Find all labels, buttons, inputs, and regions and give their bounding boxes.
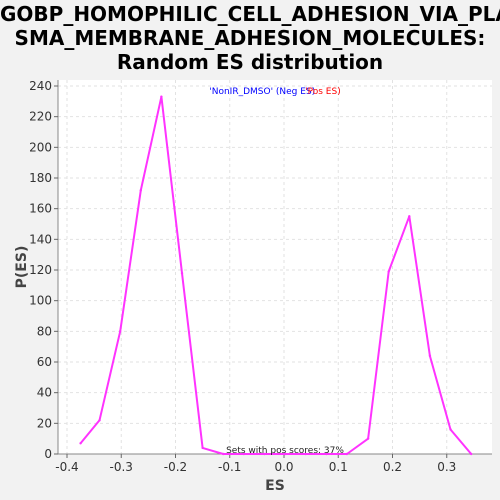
- legend-neg-label: 'NonIR_DMSO' (Neg ES): [209, 87, 315, 97]
- y-tick-label: 160: [29, 202, 52, 216]
- x-tick-label: -0.4: [55, 460, 78, 474]
- data-point: [139, 189, 142, 192]
- data-point: [263, 452, 266, 456]
- y-tick-label: 100: [29, 294, 52, 308]
- chart-title: GOBP_HOMOPHILIC_CELL_ADHESION_VIA_PLA SM…: [0, 2, 500, 74]
- chart-title-line-3: Random ES distribution: [116, 50, 384, 74]
- x-axis-label: ES: [265, 478, 285, 494]
- data-point: [325, 452, 328, 456]
- series-group: [79, 95, 473, 456]
- y-tick-label: 240: [29, 79, 52, 93]
- x-tick-label: 0.2: [383, 460, 402, 474]
- y-tick-label: 140: [29, 232, 52, 246]
- x-tick-label: -0.1: [218, 460, 241, 474]
- y-axis-ticks: 0 20 40 60 80 100 120 140 160 180 200 220 240: [29, 79, 58, 461]
- x-axis-ticks: -0.4 -0.3 -0.2 -0.1 0.0 0.1 0.2 0.3: [55, 454, 456, 474]
- y-tick-label: 20: [37, 416, 52, 430]
- data-point: [366, 437, 370, 440]
- pos-scores-annotation: Sets with pos scores: 37%: [226, 446, 344, 456]
- x-tick-label: -0.3: [110, 460, 133, 474]
- chart-title-line-2: SMA_MEMBRANE_ADHESION_MOLECULES:: [14, 26, 486, 50]
- legend: 'NonIR_DMSO' (Neg ES)'Pos ES): [209, 87, 340, 97]
- data-point: [242, 452, 246, 456]
- y-tick-label: 220: [29, 110, 52, 124]
- y-tick-label: 180: [29, 171, 52, 185]
- data-point: [449, 428, 452, 431]
- data-point: [98, 419, 101, 422]
- plot-area: [58, 80, 492, 454]
- data-point: [408, 215, 411, 218]
- data-point: [428, 354, 432, 358]
- x-tick-label: 0.3: [437, 460, 456, 474]
- data-point: [469, 452, 473, 456]
- data-point: [79, 442, 82, 445]
- data-point: [180, 271, 184, 275]
- data-point: [283, 452, 287, 456]
- x-tick-label: -0.2: [164, 460, 187, 474]
- chart-title-line-1: GOBP_HOMOPHILIC_CELL_ADHESION_VIA_PLA: [0, 2, 500, 26]
- data-point: [222, 452, 225, 456]
- data-point: [118, 330, 122, 333]
- y-tick-label: 40: [37, 386, 52, 400]
- y-tick-label: 60: [37, 355, 52, 369]
- data-point: [304, 452, 307, 456]
- legend-pos-label: 'Pos ES): [305, 87, 341, 97]
- data-point: [387, 270, 390, 273]
- grid-lines: [58, 80, 492, 455]
- data-point: [201, 446, 204, 450]
- data-point: [160, 95, 163, 98]
- series-line: [79, 95, 472, 455]
- y-tick-label: 200: [29, 140, 52, 154]
- y-tick-label: 0: [44, 447, 52, 461]
- y-tick-label: 120: [29, 263, 52, 277]
- x-tick-label: 0.1: [329, 460, 348, 474]
- y-tick-label: 80: [37, 324, 52, 338]
- data-point: [345, 452, 349, 456]
- x-tick-label: 0.0: [274, 460, 293, 474]
- y-axis-label: P(ES): [14, 246, 30, 289]
